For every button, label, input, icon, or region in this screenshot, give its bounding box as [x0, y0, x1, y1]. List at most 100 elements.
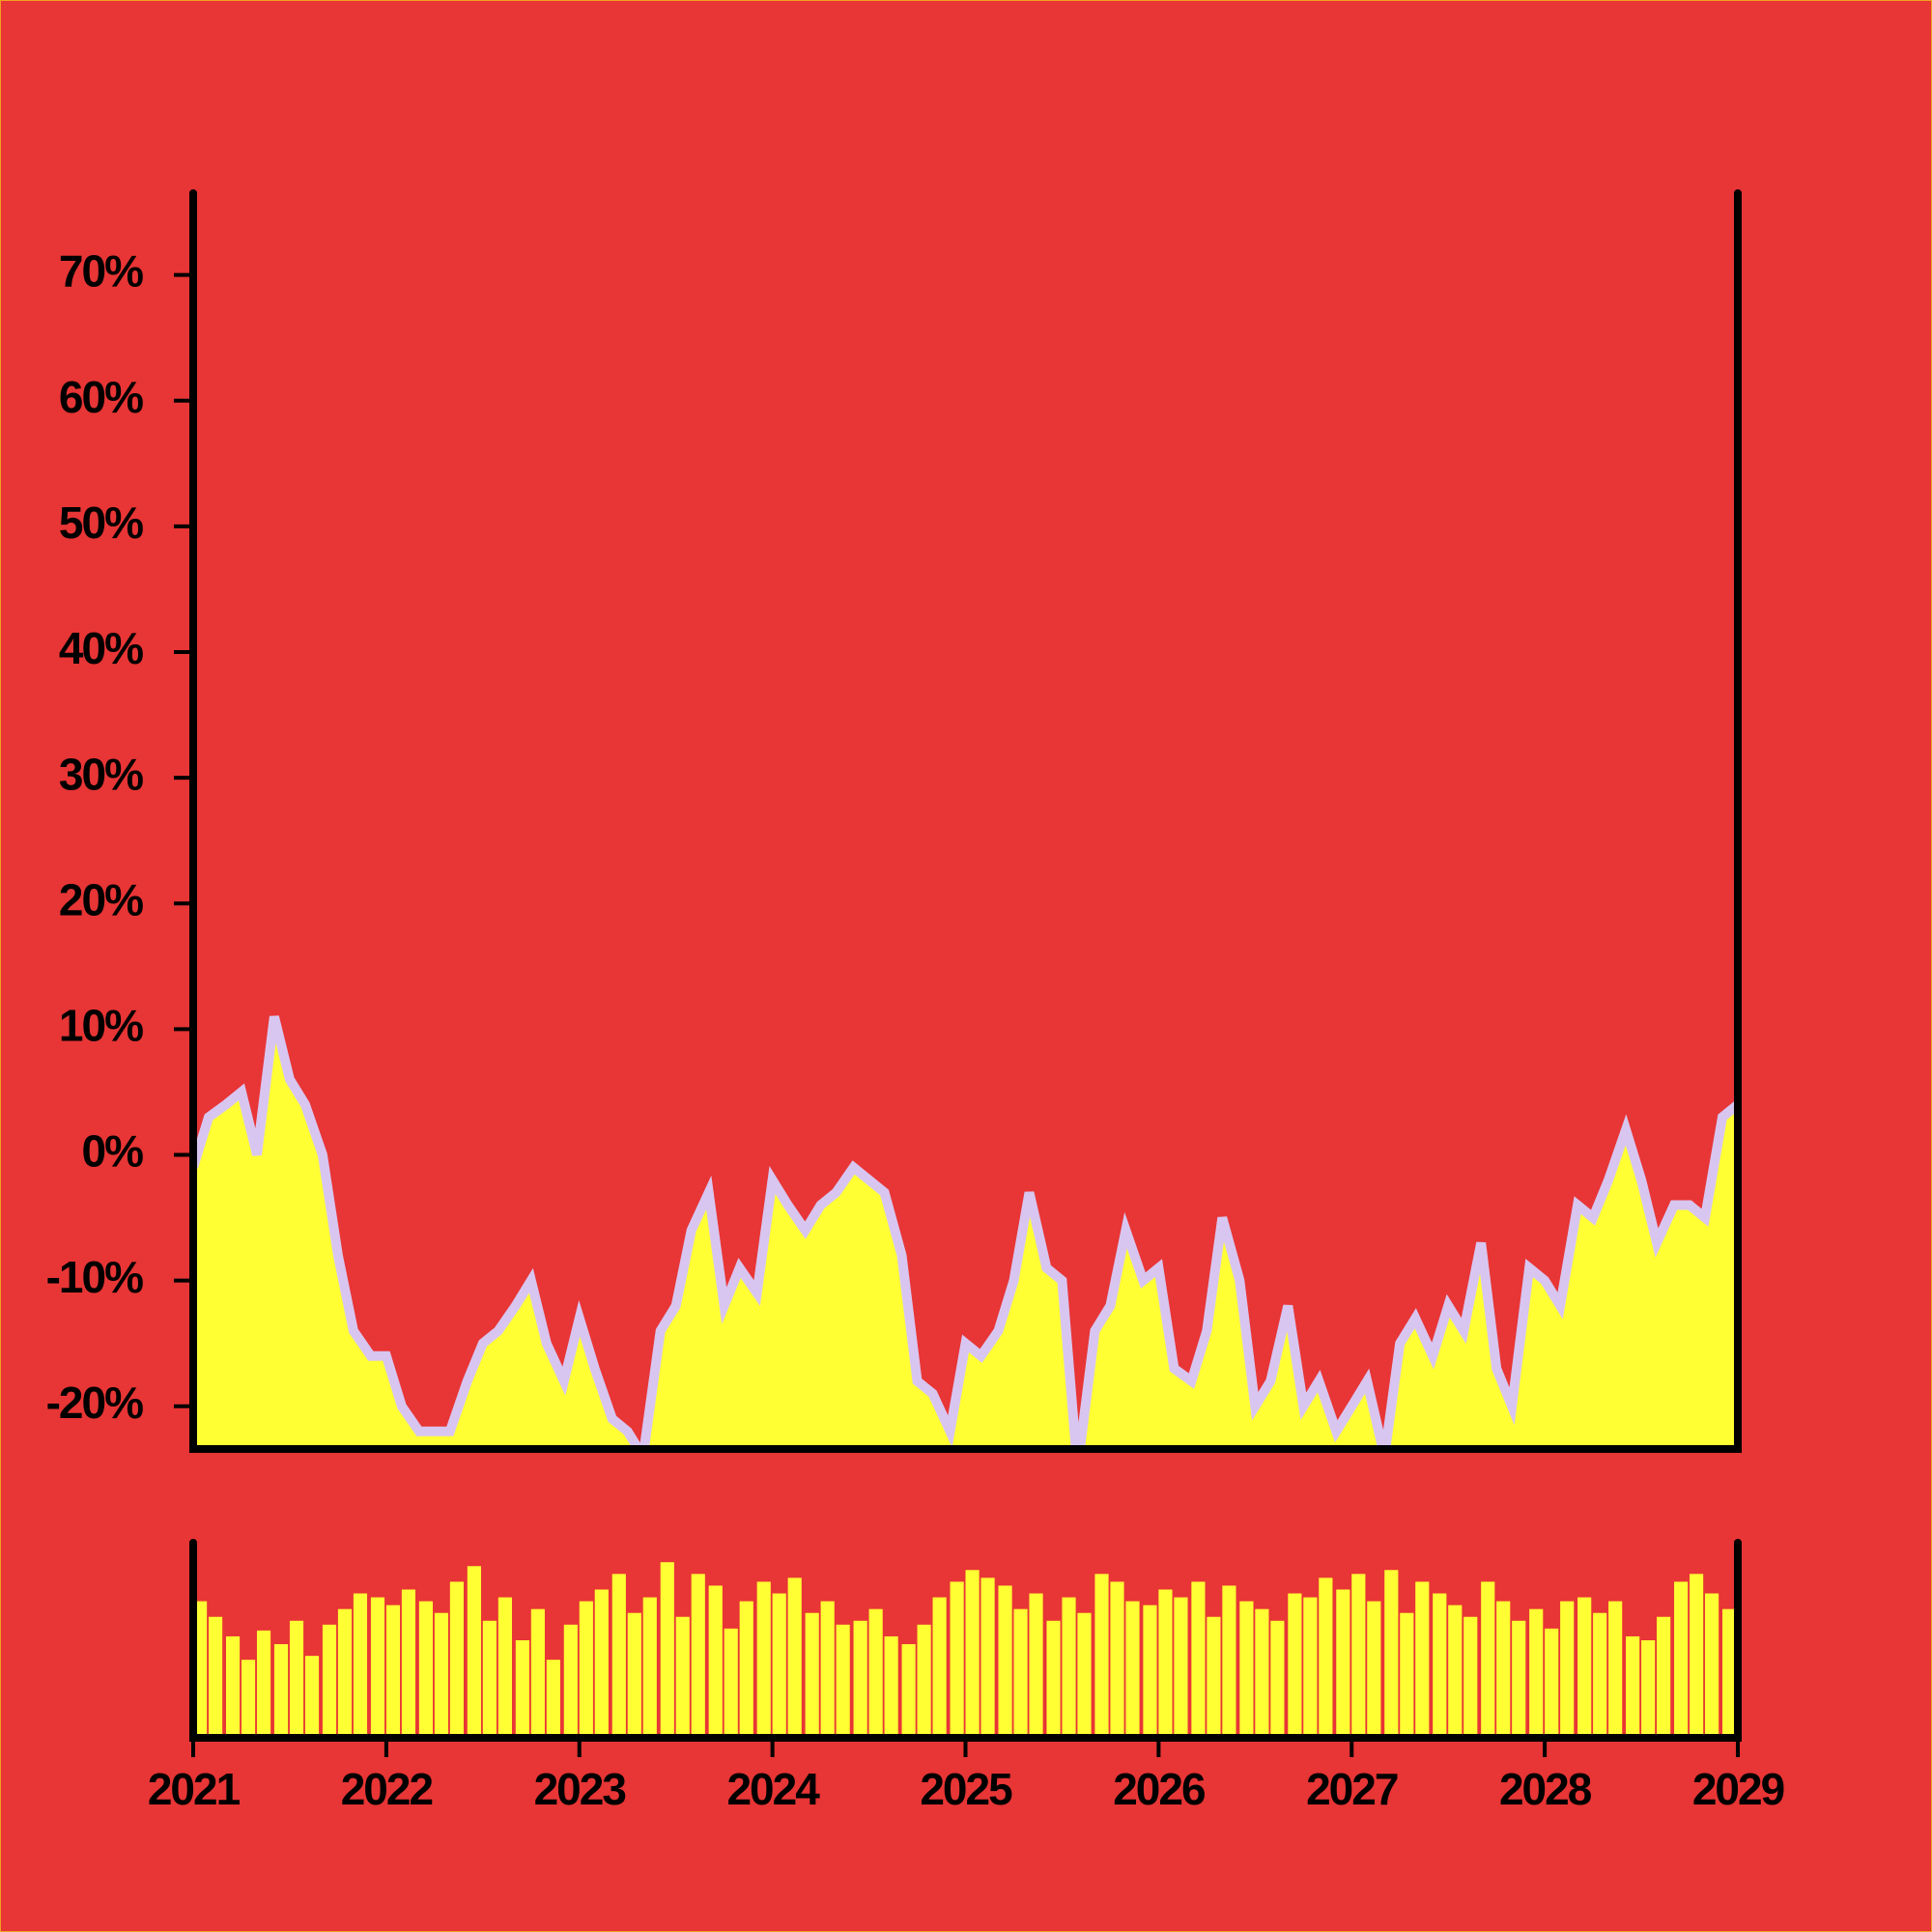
volume-bar	[1674, 1581, 1689, 1738]
volume-bar	[917, 1624, 931, 1738]
volume-bar	[691, 1574, 705, 1738]
area	[193, 1016, 1738, 1449]
volume-bar	[1255, 1608, 1269, 1738]
volume-bar	[950, 1581, 964, 1738]
x-tick-label: 2025	[920, 1764, 1012, 1814]
volume-bar	[1207, 1616, 1221, 1738]
volume-bar	[208, 1616, 223, 1738]
volume-bar	[1046, 1620, 1061, 1738]
volume-bar	[884, 1635, 898, 1738]
x-tick-label: 2024	[726, 1764, 820, 1814]
axes: -20% -10% 0% 10% 20% 30% 40% 50% 60% 70% 2021 2022 2…	[46, 189, 1786, 1814]
volume-bar	[1158, 1589, 1173, 1738]
volume-bar	[1367, 1601, 1381, 1738]
volume-bar	[675, 1616, 690, 1738]
y-tick-label: 30%	[59, 749, 143, 799]
volume-bar	[1529, 1608, 1544, 1738]
volume-plot	[193, 1562, 1737, 1738]
volume-bar	[304, 1656, 320, 1738]
volume-bar	[1191, 1581, 1206, 1738]
volume-bar	[901, 1644, 916, 1738]
volume-bar	[225, 1635, 241, 1738]
volume-bar	[1384, 1570, 1399, 1738]
volume-bar	[1013, 1608, 1028, 1738]
volume-bar	[1512, 1620, 1526, 1738]
volume-bar	[1593, 1612, 1607, 1738]
volume-bar	[1077, 1612, 1092, 1738]
volume-bar	[1641, 1640, 1656, 1738]
volume-bar	[1143, 1605, 1157, 1738]
volume-bar	[353, 1593, 368, 1738]
volume-bar	[241, 1660, 256, 1738]
volume-bar	[515, 1640, 529, 1738]
volume-bar	[1481, 1581, 1495, 1738]
volume-bar	[273, 1644, 289, 1738]
volume-bar	[418, 1601, 434, 1738]
volume-bar	[1608, 1601, 1623, 1738]
x-tick-label: 2026	[1113, 1764, 1205, 1814]
volume-bar	[980, 1577, 995, 1738]
volume-bar	[1125, 1601, 1140, 1738]
volume-bar	[1029, 1593, 1043, 1738]
volume-bar	[594, 1589, 609, 1738]
volume-bar	[1062, 1597, 1076, 1738]
volume-bar	[1222, 1585, 1236, 1738]
volume-bar	[805, 1612, 819, 1738]
volume-bar	[1722, 1608, 1737, 1738]
volume-bar	[467, 1566, 481, 1738]
volume-bar	[739, 1601, 753, 1738]
y-tick-label: -10%	[46, 1252, 143, 1302]
volume-bar	[1094, 1574, 1109, 1738]
volume-bar	[482, 1620, 497, 1738]
volume-bar	[497, 1597, 512, 1738]
volume-bar	[1705, 1593, 1719, 1738]
y-tick-label: 0%	[82, 1126, 144, 1177]
volume-bar	[1303, 1597, 1318, 1738]
y-tick-label: 70%	[59, 246, 143, 297]
axis-frame	[189, 1539, 1742, 1742]
x-tick-label: 2021	[148, 1764, 241, 1814]
volume-bar	[1270, 1620, 1285, 1738]
volume-bar	[563, 1624, 578, 1738]
volume-bar	[1657, 1616, 1671, 1738]
volume-bar	[337, 1608, 353, 1738]
volume-bar	[579, 1601, 593, 1738]
x-tick-label: 2029	[1692, 1764, 1784, 1814]
x-tick-label: 2028	[1499, 1764, 1592, 1814]
volume-bar	[1336, 1589, 1350, 1738]
volume-bar	[611, 1574, 626, 1738]
volume-bar	[1626, 1635, 1640, 1738]
volume-bar	[256, 1630, 271, 1738]
volume-bar	[546, 1660, 560, 1738]
volume-bar	[385, 1605, 401, 1738]
volume-bar	[660, 1562, 674, 1738]
volume-bar	[401, 1589, 416, 1738]
volume-bar	[627, 1612, 641, 1738]
volume-bar	[1239, 1601, 1254, 1738]
volume-bar	[289, 1620, 304, 1738]
y-tick-label: 40%	[59, 623, 143, 673]
y-tick-label: 10%	[59, 1001, 143, 1051]
y-tick-label: 60%	[59, 372, 143, 422]
volume-bar	[1690, 1574, 1704, 1738]
volume-bar	[787, 1577, 802, 1738]
volume-bar	[1319, 1577, 1333, 1738]
volume-bar	[322, 1624, 337, 1738]
volume-bar	[836, 1624, 850, 1738]
x-tick-label: 2023	[534, 1764, 626, 1814]
volume-bar	[1448, 1605, 1463, 1738]
volume-bar	[1415, 1581, 1430, 1738]
volume-bar	[530, 1608, 545, 1738]
volume-bar	[708, 1585, 723, 1738]
volume-bar	[1400, 1612, 1414, 1738]
volume-bar	[853, 1620, 867, 1738]
y-tick-label: 20%	[59, 874, 143, 924]
volume-bar	[1545, 1628, 1559, 1738]
volume-bar	[820, 1601, 835, 1738]
volume-bar	[932, 1597, 947, 1738]
axis-frame	[189, 189, 1742, 1453]
volume-bar	[868, 1608, 883, 1738]
y-tick-label: 50%	[59, 497, 143, 548]
line	[193, 1015, 1738, 1449]
